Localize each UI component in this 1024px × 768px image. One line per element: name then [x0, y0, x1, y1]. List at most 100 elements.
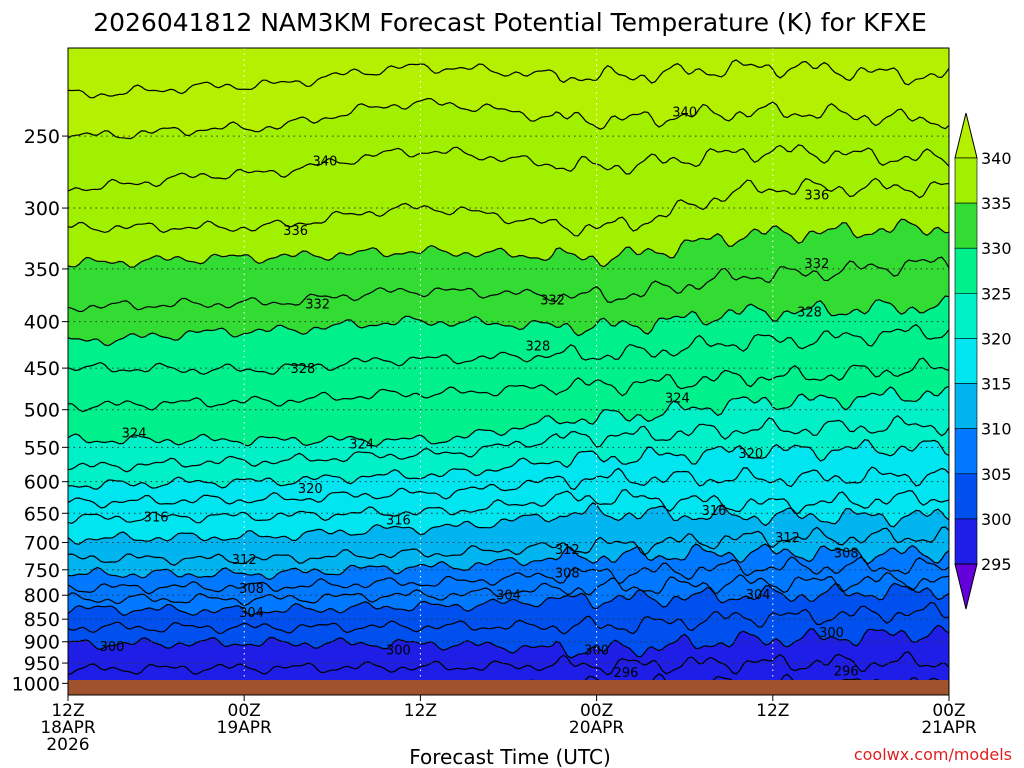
contour-label: 312 — [232, 553, 257, 568]
x-tick-label: 19APR — [217, 718, 273, 738]
contour-label: 320 — [738, 447, 763, 462]
contour-330 — [68, 295, 949, 347]
x-axis-title: Forecast Time (UTC) — [409, 745, 611, 768]
colorbar-swatch — [954, 518, 978, 565]
band-340-342 — [68, 59, 949, 139]
contour-label: 328 — [525, 340, 550, 355]
contour-340 — [68, 97, 949, 140]
band-322-324 — [68, 386, 949, 472]
contour-label: 312 — [555, 543, 580, 558]
contour-298 — [68, 651, 949, 676]
colorbar-swatch — [954, 473, 978, 520]
colorbar-bottom-arrow — [954, 563, 978, 610]
x-tick-label: 12Z — [404, 701, 437, 721]
band-320-322 — [68, 415, 949, 490]
colorbar-label: 335 — [981, 194, 1012, 213]
band-336-338 — [68, 144, 949, 236]
y-tick-label: 400 — [24, 312, 60, 334]
band-338-340 — [68, 98, 949, 191]
x-tick-label: 00Z — [580, 701, 613, 721]
band-300-302 — [68, 602, 949, 658]
contour-label: 296 — [834, 664, 859, 679]
x-tick-label: 00Z — [228, 701, 261, 721]
contour-342 — [68, 59, 949, 99]
band-298-300 — [68, 625, 949, 675]
contour-334 — [68, 218, 949, 268]
colorbar-label: 295 — [981, 555, 1012, 574]
contour-322 — [68, 414, 949, 473]
colorbar-top-arrow — [954, 112, 978, 159]
contour-label: 324 — [122, 427, 147, 442]
contour-label: 340 — [313, 155, 338, 170]
contour-label: 308 — [239, 582, 264, 597]
colorbar-swatch — [954, 247, 978, 294]
x-tick-label: 2026 — [46, 735, 89, 755]
contour-label: 316 — [702, 504, 727, 519]
y-tick-label: 650 — [24, 503, 60, 525]
band-302-304 — [68, 583, 949, 634]
contour-label: 332 — [540, 293, 565, 308]
chart-title: 2026041812 NAM3KM Forecast Potential Tem… — [93, 8, 927, 37]
contour-label: 336 — [804, 189, 829, 204]
contour-label: 320 — [298, 482, 323, 497]
band-324-326 — [68, 358, 949, 447]
y-tick-label: 1000 — [12, 673, 60, 695]
band-308-310 — [68, 544, 949, 594]
band-304-306 — [68, 572, 949, 616]
colorbar-label: 325 — [981, 284, 1012, 303]
x-tick-label: 00Z — [932, 701, 965, 721]
contour-label: 304 — [496, 588, 521, 603]
contour-306 — [68, 572, 949, 606]
y-tick-label: 300 — [24, 198, 60, 220]
contour-label: 312 — [775, 531, 800, 546]
y-tick-label: 750 — [24, 560, 60, 582]
contour-labels: 340 340 336 336 332 332 332 328 328 328 324 324 324 3… — [100, 106, 859, 681]
contour-label: 324 — [665, 392, 690, 407]
contour-label: 304 — [239, 606, 264, 621]
colorbar-label: 315 — [981, 375, 1012, 394]
contour-304 — [68, 582, 949, 616]
contour-label: 304 — [746, 588, 771, 603]
contour-318 — [68, 466, 949, 509]
contour-label: 328 — [291, 362, 316, 377]
contour-328 — [68, 323, 949, 375]
x-tick-label: 12Z — [756, 701, 789, 721]
contour-label: 296 — [614, 666, 639, 681]
band-330-332 — [68, 257, 949, 346]
x-tick-label: 12Z — [51, 701, 84, 721]
contour-label: 316 — [386, 513, 411, 528]
contour-302 — [68, 601, 949, 635]
contour-lines — [68, 59, 949, 695]
contour-label: 308 — [834, 547, 859, 562]
contour-label: 300 — [386, 644, 411, 659]
colorbar-label: 340 — [981, 149, 1012, 168]
plot-frame — [67, 47, 950, 696]
contour-320 — [68, 439, 949, 490]
plot-area: 340 340 336 336 332 332 332 328 328 328 324 324 324 3… — [68, 48, 949, 695]
contour-332 — [68, 256, 949, 313]
contour-label: 316 — [144, 510, 169, 525]
colorbar-swatch — [954, 202, 978, 249]
contour-label: 332 — [305, 297, 330, 312]
y-tick-label: 850 — [24, 609, 60, 631]
y-tick-label: 700 — [24, 533, 60, 555]
temperature-shading — [68, 48, 949, 695]
contour-label: 324 — [349, 438, 374, 453]
y-tick-label: 900 — [24, 632, 60, 654]
contour-310 — [68, 543, 949, 581]
contour-316 — [68, 488, 949, 525]
y-tick-label: 950 — [24, 653, 60, 675]
contour-324 — [68, 385, 949, 447]
contour-label: 308 — [555, 566, 580, 581]
contour-300 — [68, 624, 949, 659]
colorbar-label: 320 — [981, 329, 1012, 348]
contour-label: 332 — [804, 257, 829, 272]
colorbar-swatch — [954, 293, 978, 339]
y-tick-label: 600 — [24, 472, 60, 494]
y-tick-label: 250 — [24, 126, 60, 148]
contour-336 — [68, 177, 949, 237]
contour-label: 340 — [672, 106, 697, 121]
band-318-320 — [68, 439, 949, 508]
